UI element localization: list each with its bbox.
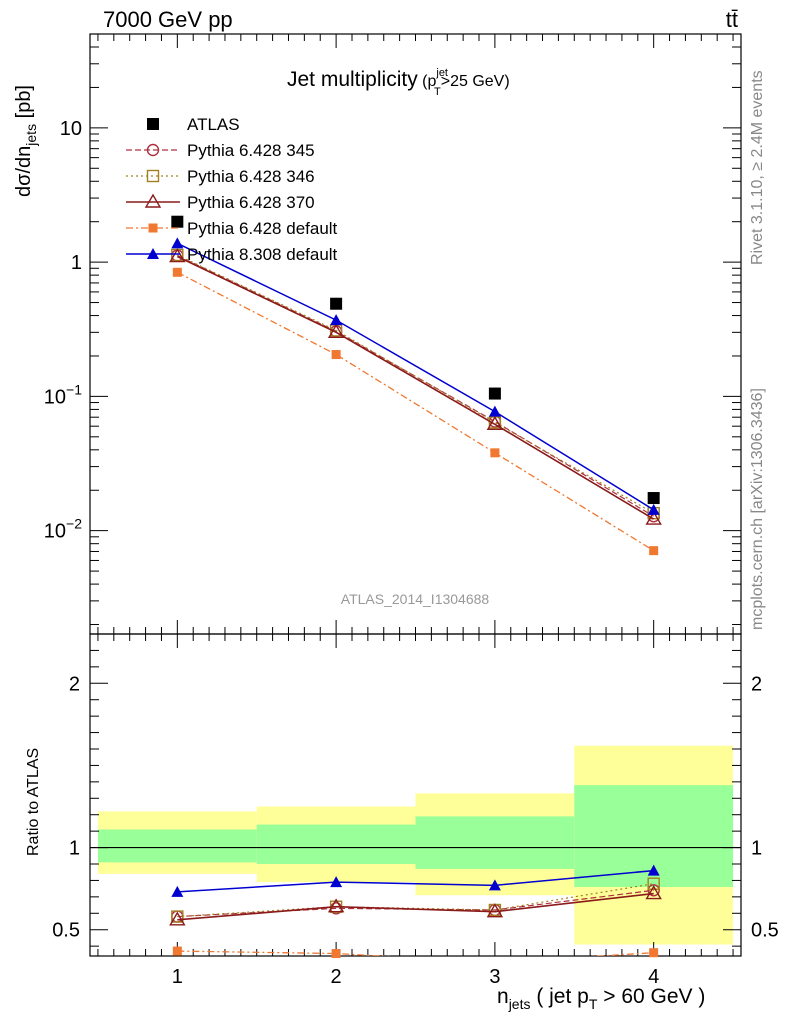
x-tick-label: 1 bbox=[172, 966, 183, 988]
y-tick-label: 10 bbox=[60, 118, 82, 140]
x-tick-label: 4 bbox=[648, 966, 659, 988]
ratio-y-tick-label-left: 2 bbox=[69, 673, 80, 695]
y-tick-label: 10−2 bbox=[44, 516, 82, 543]
y-tick-label: 10−1 bbox=[44, 381, 82, 408]
ratio-point-p370 bbox=[169, 911, 186, 926]
main-line-p345 bbox=[177, 254, 654, 517]
main-point-p370 bbox=[327, 323, 345, 339]
main-point-p370 bbox=[169, 248, 186, 263]
legend-entry-p346: Pythia 6.428 346 bbox=[126, 167, 315, 186]
legend-marker bbox=[147, 118, 159, 130]
ratio-band-inner-3 bbox=[415, 816, 575, 869]
legend-label: Pythia 6.428 default bbox=[187, 219, 338, 238]
legend-marker bbox=[148, 223, 158, 233]
header-process-label: tt̄ bbox=[725, 7, 738, 32]
ratio-line-p8def bbox=[177, 869, 654, 893]
main-point-p370 bbox=[645, 510, 662, 525]
ratio-y-tick-label-right: 0.5 bbox=[751, 920, 779, 942]
legend-entry-p6def: Pythia 6.428 default bbox=[126, 219, 338, 238]
ratio-point-p345 bbox=[647, 884, 660, 897]
x-tick-label: 3 bbox=[489, 966, 500, 988]
main-series bbox=[169, 215, 662, 556]
main-point-p6def bbox=[172, 267, 182, 277]
legend-label: Pythia 6.428 346 bbox=[187, 167, 315, 186]
ratio-line-p6def bbox=[177, 950, 654, 956]
main-line-p370 bbox=[176, 255, 655, 520]
ratio-point-p6def bbox=[649, 948, 659, 958]
y-axis-label: dσ/dnjets [pb] bbox=[13, 85, 39, 197]
header-energy-label: 7000 GeV pp bbox=[103, 7, 233, 32]
ratio-point-p6def bbox=[331, 949, 341, 959]
ratio-line-p370 bbox=[177, 892, 654, 921]
main-point-p6def bbox=[331, 350, 341, 360]
ratio-point-p8def bbox=[330, 876, 343, 888]
main-line-p6def bbox=[177, 271, 655, 552]
main-point-atlas bbox=[488, 387, 501, 400]
x-axis-label: njets ( jet pT > 60 GeV ) bbox=[497, 985, 705, 1012]
legend-marker bbox=[146, 143, 160, 157]
main-point-p8def bbox=[171, 237, 184, 249]
legend-label: Pythia 8.308 default bbox=[187, 245, 338, 264]
ratio-point-p8def bbox=[171, 885, 184, 897]
ratio-band-inner-1 bbox=[97, 829, 257, 863]
ratio-y-axis-label: Ratio to ATLAS bbox=[25, 748, 42, 856]
ratio-point-p370 bbox=[486, 903, 504, 918]
legend-marker bbox=[147, 248, 159, 259]
legend-label: Pythia 6.428 370 bbox=[187, 193, 315, 212]
legend-entry-p370: Pythia 6.428 370 bbox=[126, 193, 315, 212]
main-point-p8def bbox=[647, 503, 660, 515]
main-point-atlas bbox=[171, 215, 184, 228]
ratio-y-tick-label-right: 1 bbox=[751, 838, 762, 860]
legend-label: ATLAS bbox=[187, 115, 240, 134]
ratio-point-p370 bbox=[327, 898, 345, 913]
ratio-point-p6def bbox=[172, 946, 182, 956]
ratio-band-inner-2 bbox=[256, 824, 416, 864]
analysis-watermark: ATLAS_2014_I1304688 bbox=[341, 591, 490, 607]
x-tick-label: 2 bbox=[331, 966, 342, 988]
ratio-y-tick-label-left: 0.5 bbox=[52, 920, 80, 942]
legend-marker bbox=[146, 169, 160, 183]
main-point-p8def bbox=[330, 314, 343, 326]
ratio-point-p370 bbox=[645, 885, 662, 900]
main-line-p8def bbox=[177, 242, 655, 511]
mcplots-label: mcplots.cern.ch [arXiv:1306.3436] bbox=[749, 388, 766, 630]
main-point-p6def bbox=[490, 448, 500, 458]
main-point-atlas bbox=[330, 297, 343, 310]
legend-entry-p8def: Pythia 8.308 default bbox=[126, 245, 338, 264]
ratio-y-tick-label-right: 2 bbox=[751, 673, 762, 695]
ratio-y-tick-label-left: 1 bbox=[69, 838, 80, 860]
main-point-atlas bbox=[647, 492, 660, 505]
ratio-series bbox=[169, 864, 662, 959]
main-point-p6def bbox=[649, 546, 659, 556]
ratio-point-p8def bbox=[488, 879, 501, 891]
ratio-point-p346 bbox=[171, 910, 184, 923]
chart-title: Jet multiplicity (pjet T>25 GeV) bbox=[287, 67, 510, 98]
legend-marker bbox=[144, 193, 162, 208]
legend-label: Pythia 6.428 345 bbox=[187, 141, 315, 160]
rivet-version-label: Rivet 3.1.10, ≥ 2.4M events bbox=[749, 70, 766, 265]
main-point-p370 bbox=[486, 415, 504, 430]
y-tick-label: 1 bbox=[71, 252, 82, 274]
legend-entry-atlas: ATLAS bbox=[147, 115, 240, 134]
legend-entry-p345: Pythia 6.428 345 bbox=[126, 141, 315, 160]
ratio-point-p346 bbox=[647, 877, 660, 890]
main-point-p8def bbox=[488, 405, 501, 417]
main-line-p346 bbox=[177, 254, 654, 514]
